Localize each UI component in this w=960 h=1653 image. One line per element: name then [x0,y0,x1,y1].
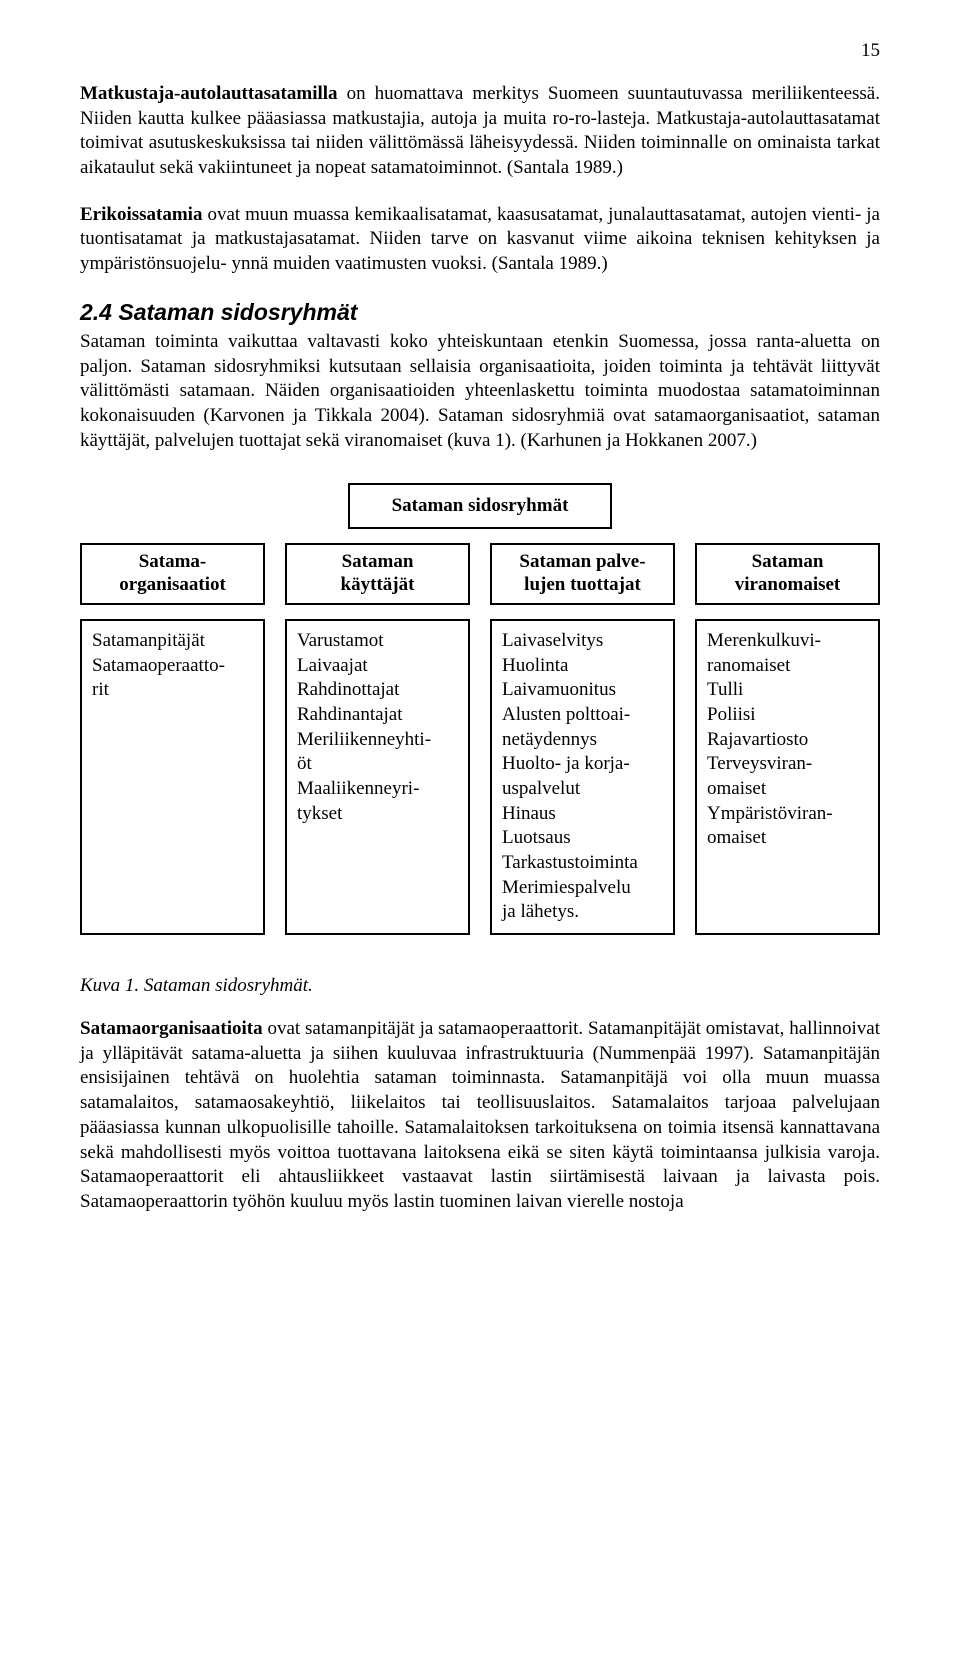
diagram-header-row: Satama-organisaatiot Satamankäyttäjät Sa… [80,543,880,605]
para4-text: ovat satamanpitäjät ja satamaoperaattori… [80,1018,880,1212]
content-box-organisaatiot: SatamanpitäjätSatamaoperaatto-rit [80,619,265,935]
term-satamaorganisaatioita: Satamaorganisaatioita [80,1018,263,1039]
paragraph-2: Erikoissatamia ovat muun muassa kemikaal… [80,203,880,277]
document-page: 15 Matkustaja-autolauttasatamilla on huo… [0,0,960,1279]
content-box-viranomaiset: Merenkulkuvi-ranomaisetTulliPoliisiRajav… [695,619,880,935]
paragraph-1: Matkustaja-autolauttasatamilla on huomat… [80,82,880,181]
paragraph-3: Sataman toiminta vaikuttaa valtavasti ko… [80,330,880,453]
diagram-title-box: Sataman sidosryhmät [348,483,612,529]
paragraph-4: Satamaorganisaatioita ovat satamanpitäjä… [80,1017,880,1215]
header-box-organisaatiot: Satama-organisaatiot [80,543,265,605]
content-box-palvelut: LaivaselvitysHuolintaLaivamuonitusAluste… [490,619,675,935]
header-box-kayttajat: Satamankäyttäjät [285,543,470,605]
sidosryhmat-diagram: Sataman sidosryhmät Satama-organisaatiot… [80,483,880,935]
section-heading-2-4: 2.4 Sataman sidosryhmät [80,299,880,326]
diagram-content-row: SatamanpitäjätSatamaoperaatto-rit Varust… [80,619,880,935]
header-box-viranomaiset: Satamanviranomaiset [695,543,880,605]
term-erikoissatamia: Erikoissatamia [80,204,202,225]
header-box-palvelut: Sataman palve-lujen tuottajat [490,543,675,605]
page-number: 15 [80,40,880,62]
figure-caption: Kuva 1. Sataman sidosryhmät. [80,975,880,997]
term-matkustaja: Matkustaja-autolauttasatamilla [80,83,338,104]
content-box-kayttajat: VarustamotLaivaajatRahdinottajatRahdinan… [285,619,470,935]
